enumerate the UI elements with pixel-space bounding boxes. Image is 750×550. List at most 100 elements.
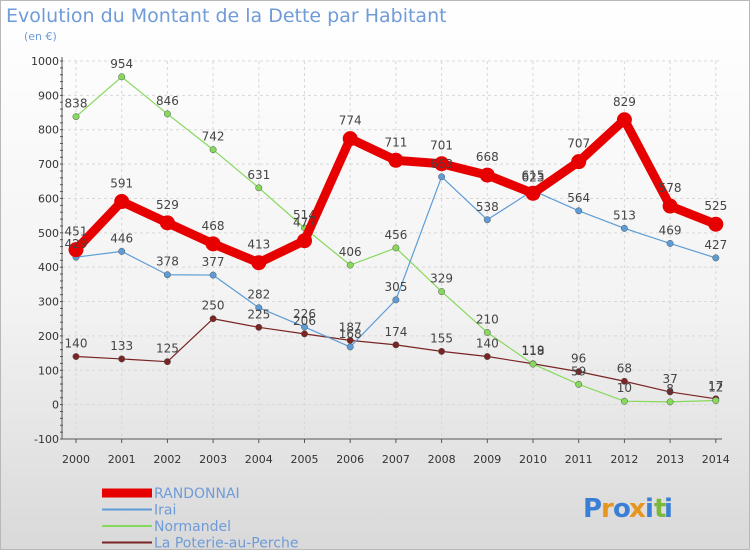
data-label: 37: [662, 372, 677, 386]
data-point: [346, 261, 354, 269]
x-tick-label: 2005: [291, 453, 319, 466]
data-point: [301, 330, 308, 338]
x-tick-label: 2012: [610, 453, 638, 466]
y-tick-label: 600: [38, 192, 59, 205]
data-point: [114, 194, 130, 210]
logo-letter: P: [583, 494, 602, 524]
data-point: [72, 353, 80, 360]
data-point: [434, 156, 450, 172]
data-label: 140: [65, 337, 88, 351]
data-point: [118, 247, 126, 255]
chart-title: Evolution du Montant de la Dette par Hab…: [6, 5, 447, 27]
data-point: [666, 240, 674, 247]
data-label: 282: [247, 288, 270, 302]
data-point: [297, 233, 312, 249]
axes: -100 0 100 200 300 400 500 600 700 800 900 1000 2000…: [31, 55, 730, 466]
data-label: 96: [571, 352, 586, 366]
data-label: 469: [659, 223, 682, 237]
data-label: 623: [522, 171, 545, 185]
data-point: [209, 271, 217, 279]
data-point: [575, 368, 583, 376]
data-label: 155: [430, 331, 453, 345]
y-tick-label: 800: [38, 124, 59, 137]
data-point: [438, 347, 446, 355]
y-tick-label: -100: [34, 433, 59, 446]
data-label: 456: [384, 228, 407, 242]
data-point: [666, 388, 674, 396]
data-label: 846: [156, 94, 179, 108]
data-point: [575, 380, 583, 388]
data-point: [483, 353, 491, 360]
data-label: 8: [666, 382, 674, 396]
data-point: [159, 215, 175, 231]
data-label: 513: [613, 208, 636, 222]
y-tick-label: 100: [38, 364, 59, 377]
data-label: 514: [293, 208, 316, 222]
data-label: 174: [384, 325, 407, 339]
data-label: 525: [704, 199, 727, 213]
data-label: 10: [617, 381, 632, 395]
data-label: 140: [476, 337, 499, 351]
logo-letter: r: [601, 494, 614, 524]
y-tick-label: 300: [38, 296, 59, 309]
x-tick-label: 2011: [565, 453, 593, 466]
x-tick-label: 2006: [336, 453, 364, 466]
data-label: 663: [430, 157, 453, 171]
data-point: [388, 152, 404, 168]
data-label: 427: [704, 238, 727, 252]
data-point: [438, 173, 446, 181]
data-point: [301, 323, 308, 331]
data-point: [479, 167, 495, 183]
legend-label: La Poterie-au-Perche: [154, 536, 298, 550]
chart-subtitle: (en €): [24, 30, 57, 43]
data-point: [72, 113, 80, 121]
legend-label: Normandel: [154, 519, 231, 535]
data-label: 206: [293, 314, 316, 328]
data-point: [255, 323, 263, 331]
data-point: [483, 329, 491, 336]
data-point: [438, 288, 446, 296]
data-label: 406: [339, 245, 362, 259]
data-point: [616, 112, 632, 128]
data-label: 774: [339, 114, 362, 128]
series-group: [68, 73, 724, 406]
data-label: 668: [476, 150, 499, 164]
data-point: [205, 236, 221, 252]
data-point: [529, 360, 537, 368]
data-point: [118, 355, 126, 363]
data-label: 742: [202, 130, 225, 144]
data-label: 631: [247, 168, 270, 182]
x-tick-label: 2010: [519, 453, 547, 466]
logo-letter: t: [654, 494, 666, 524]
data-point: [620, 224, 628, 232]
data-point: [392, 341, 400, 349]
data-point: [666, 398, 674, 406]
data-label: 118: [522, 344, 545, 358]
logo-letter: i: [645, 494, 654, 524]
data-label: 829: [613, 95, 636, 109]
data-label: 446: [110, 231, 133, 245]
data-label: 377: [202, 255, 225, 269]
data-point: [662, 198, 678, 214]
x-tick-label: 2008: [428, 453, 456, 466]
data-point: [712, 254, 720, 262]
data-label: 12: [708, 381, 723, 395]
data-label: 429: [65, 237, 88, 251]
data-point: [708, 216, 724, 232]
data-point: [209, 315, 217, 323]
data-point: [392, 244, 400, 252]
data-label: 250: [202, 299, 225, 313]
x-tick-label: 2002: [153, 453, 181, 466]
x-tick-label: 2014: [702, 453, 730, 466]
data-label: 59: [571, 364, 586, 378]
data-point: [342, 131, 358, 147]
data-point: [251, 255, 267, 271]
data-labels: 451 591 529 468 413 477 774 711 701 668 615 707 829 5…: [65, 57, 728, 396]
data-label: 954: [110, 57, 133, 71]
data-label: 226: [293, 307, 316, 321]
data-label: 711: [384, 135, 407, 149]
data-point: [525, 185, 541, 201]
data-label: 68: [617, 361, 632, 375]
data-point: [118, 73, 126, 81]
